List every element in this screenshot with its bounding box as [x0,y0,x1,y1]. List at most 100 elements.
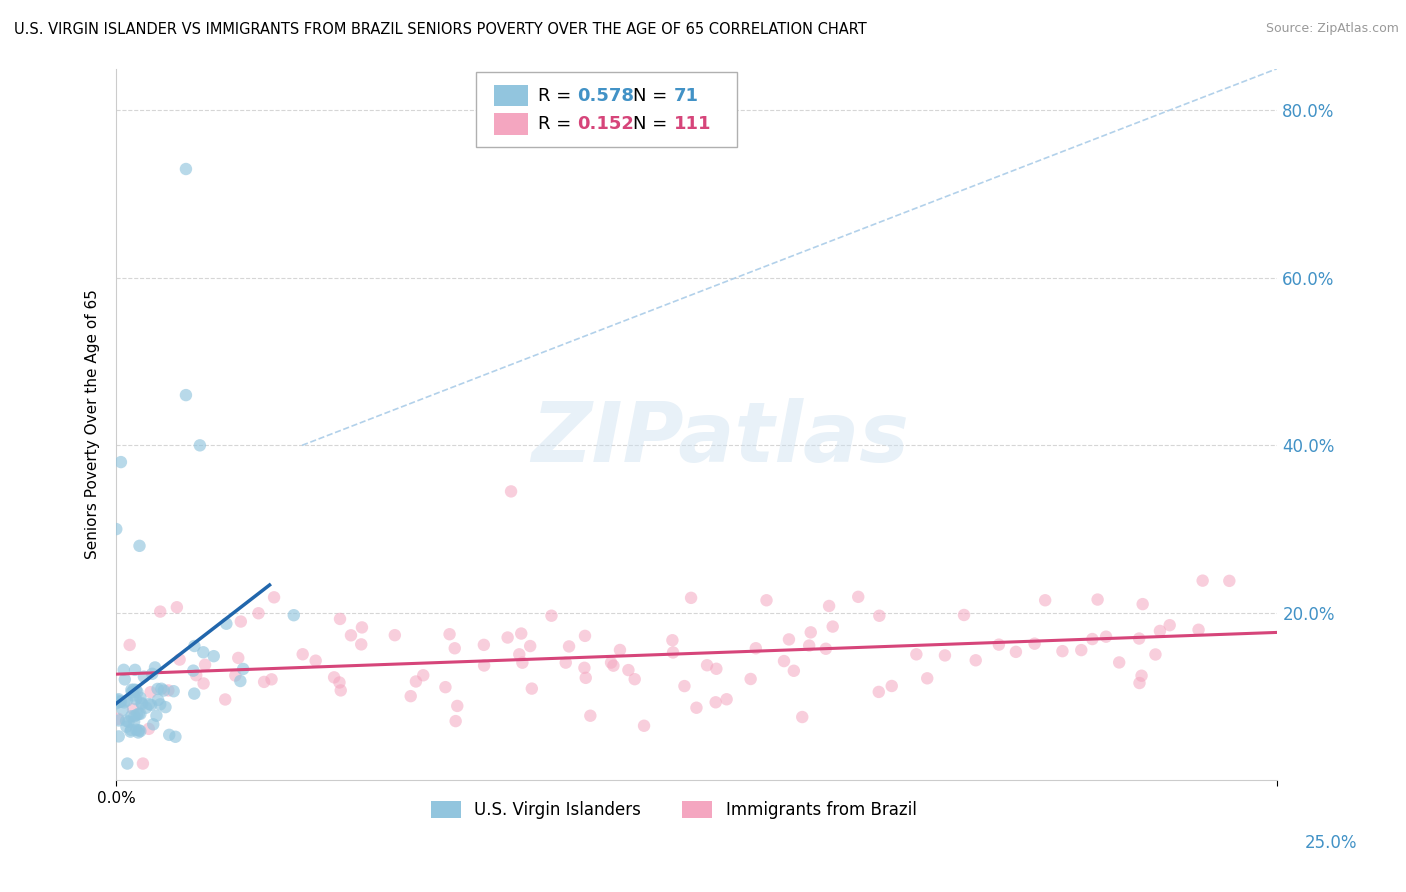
Point [443,641,465,656]
Text: 111: 111 [673,115,711,133]
Point [412,668,434,682]
Point [120,724,142,739]
Point [681,591,703,605]
Point [263,591,285,605]
Point [117,714,139,729]
Point [124,663,146,677]
Point [1159,618,1181,632]
Point [446,698,468,713]
Point [125,692,148,706]
Point [107,712,129,726]
Point [115,693,138,707]
Point [153,683,176,698]
Legend: U.S. Virgin Islanders, Immigrants from Brazil: U.S. Virgin Islanders, Immigrants from B… [423,794,924,825]
Point [696,658,718,673]
Point [122,682,145,697]
Point [155,700,177,714]
Point [609,643,631,657]
Point [125,723,148,737]
Point [778,632,800,647]
Point [574,661,596,675]
Point [115,714,138,728]
Point [110,455,132,469]
Point [1149,624,1171,638]
Point [965,653,987,667]
Point [1024,637,1046,651]
Point [146,693,169,707]
Point [291,647,314,661]
Point [305,654,328,668]
Point [1218,574,1240,588]
Point [105,696,128,710]
Point [139,698,162,712]
Point [499,484,522,499]
Point [554,656,576,670]
Point [987,638,1010,652]
Point [600,656,623,670]
Point [520,681,543,696]
Point [149,605,172,619]
Point [792,710,814,724]
Point [384,628,406,642]
Point [132,670,155,684]
Point [112,663,135,677]
Point [117,756,139,771]
Point [800,625,823,640]
Point [183,639,205,653]
Point [661,633,683,648]
Point [818,599,841,613]
Point [129,690,152,705]
Point [115,720,138,734]
Point [1130,669,1153,683]
Point [880,679,903,693]
Point [510,626,533,640]
Point [444,714,467,728]
Point [350,637,373,651]
Point [194,657,217,672]
Point [128,706,150,721]
Text: Source: ZipAtlas.com: Source: ZipAtlas.com [1265,22,1399,36]
Point [149,698,172,712]
Point [575,671,598,685]
Point [1144,648,1167,662]
Point [496,631,519,645]
Point [434,680,457,694]
Point [135,700,157,714]
Text: 71: 71 [673,87,699,104]
Point [472,658,495,673]
Point [814,641,837,656]
Text: 0.152: 0.152 [578,115,634,133]
Point [602,658,624,673]
Point [512,656,534,670]
Point [773,654,796,668]
Point [163,684,186,698]
Point [329,612,352,626]
Point [214,692,236,706]
Point [157,728,180,742]
Point [122,702,145,716]
Text: 25.0%: 25.0% [1305,834,1357,852]
Point [1191,574,1213,588]
Point [1087,592,1109,607]
Point [350,620,373,634]
Point [1081,632,1104,646]
Point [716,692,738,706]
Point [540,608,562,623]
Point [328,675,350,690]
Point [122,714,145,729]
Point [755,593,778,607]
Point [662,645,685,659]
Point [108,714,131,728]
FancyBboxPatch shape [494,85,529,106]
Point [799,639,821,653]
Point [260,673,283,687]
Point [125,707,148,722]
Point [107,730,129,744]
Point [166,600,188,615]
Point [105,693,128,707]
Point [1187,623,1209,637]
Point [1033,593,1056,607]
Point [329,683,352,698]
Point [132,756,155,771]
Point [633,719,655,733]
